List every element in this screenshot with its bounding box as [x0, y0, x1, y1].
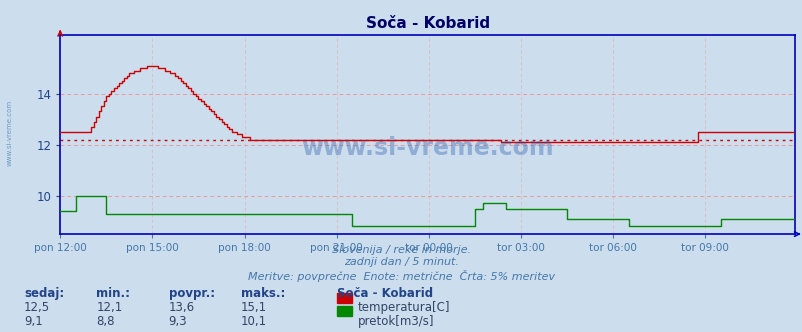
Text: min.:: min.:	[96, 287, 130, 300]
Text: temperatura[C]: temperatura[C]	[358, 301, 450, 314]
Text: 8,8: 8,8	[96, 315, 115, 328]
Text: 10,1: 10,1	[241, 315, 267, 328]
Text: Meritve: povprečne  Enote: metrične  Črta: 5% meritev: Meritve: povprečne Enote: metrične Črta:…	[248, 270, 554, 282]
Title: Soča - Kobarid: Soča - Kobarid	[365, 16, 489, 31]
Text: Soča - Kobarid: Soča - Kobarid	[337, 287, 433, 300]
Text: www.si-vreme.com: www.si-vreme.com	[301, 136, 553, 160]
Text: 15,1: 15,1	[241, 301, 267, 314]
Text: Slovenija / reke in morje.: Slovenija / reke in morje.	[331, 245, 471, 255]
Text: zadnji dan / 5 minut.: zadnji dan / 5 minut.	[343, 257, 459, 267]
Text: 9,3: 9,3	[168, 315, 187, 328]
Text: 9,1: 9,1	[24, 315, 43, 328]
Text: sedaj:: sedaj:	[24, 287, 64, 300]
Text: 13,6: 13,6	[168, 301, 195, 314]
Text: www.si-vreme.com: www.si-vreme.com	[6, 100, 13, 166]
Text: povpr.:: povpr.:	[168, 287, 214, 300]
Text: 12,5: 12,5	[24, 301, 51, 314]
Text: pretok[m3/s]: pretok[m3/s]	[358, 315, 434, 328]
Text: 12,1: 12,1	[96, 301, 123, 314]
Text: maks.:: maks.:	[241, 287, 285, 300]
